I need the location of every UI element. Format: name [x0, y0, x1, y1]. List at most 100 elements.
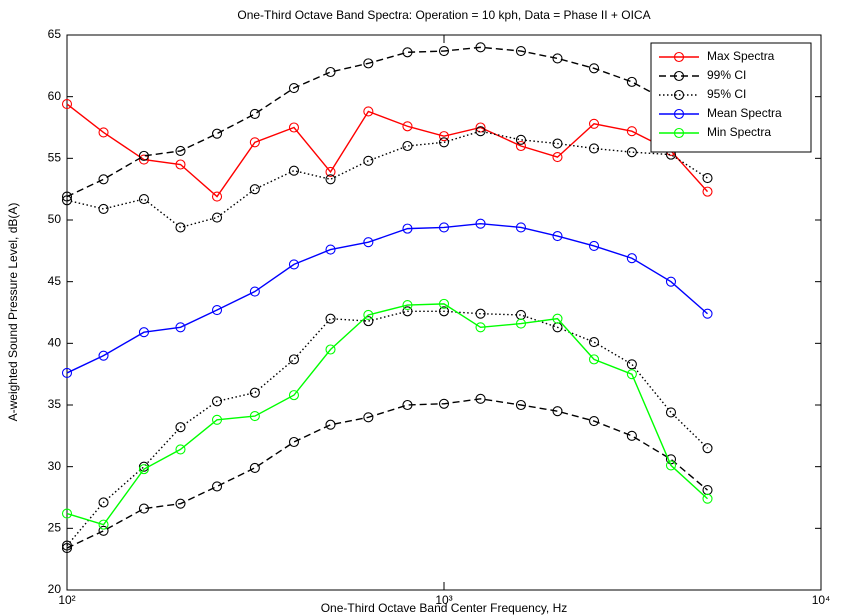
data-point: [61, 543, 73, 554]
data-point: [626, 359, 637, 370]
y-tick-label: 55: [48, 151, 62, 165]
data-point: [211, 191, 223, 202]
y-tick-label: 25: [48, 521, 62, 535]
data-point: [249, 137, 260, 148]
data-point: [702, 308, 713, 319]
data-point: [475, 393, 486, 404]
series-line: [66, 398, 708, 549]
y-tick-label: 45: [48, 274, 62, 288]
chart-title: One-Third Octave Band Spectra: Operation…: [237, 8, 650, 22]
data-point: [626, 126, 637, 137]
data-point: [61, 367, 73, 378]
data-point: [588, 354, 600, 365]
data-point: [475, 42, 486, 53]
data-point: [626, 253, 637, 264]
data-point: [438, 298, 450, 309]
legend-marker: [673, 127, 685, 139]
data-point: [363, 58, 374, 69]
data-point: [402, 399, 413, 411]
data-point: [702, 186, 713, 197]
data-point: [702, 493, 713, 504]
data-point: [288, 82, 300, 94]
y-tick-label: 35: [48, 397, 62, 411]
data-point: [211, 414, 223, 425]
data-point: [552, 230, 563, 242]
data-point: [588, 118, 600, 129]
y-tick-label: 30: [48, 459, 62, 473]
data-point: [515, 309, 527, 321]
y-tick-label: 40: [48, 336, 62, 350]
data-point: [249, 108, 260, 119]
data-point: [249, 462, 260, 473]
data-point: [249, 387, 260, 398]
data-point: [402, 300, 413, 311]
data-point: [665, 407, 677, 418]
data-point: [325, 166, 336, 177]
data-point: [61, 508, 73, 519]
data-point: [138, 464, 150, 475]
data-point: [588, 337, 600, 348]
data-point: [325, 419, 336, 430]
data-point: [138, 154, 150, 165]
data-point: [211, 212, 223, 223]
data-point: [138, 327, 150, 338]
y-tick-label: 50: [48, 212, 62, 226]
data-point: [211, 128, 223, 139]
data-point: [438, 306, 450, 317]
legend-marker: [673, 51, 685, 63]
data-point: [325, 344, 336, 355]
data-point: [363, 155, 374, 166]
x-tick-label: 10³: [435, 593, 452, 607]
data-point: [475, 308, 486, 319]
data-point: [588, 63, 600, 74]
data-point: [61, 195, 73, 206]
x-tick-label: 10⁴: [812, 593, 831, 607]
data-point: [588, 240, 600, 251]
data-point: [626, 430, 637, 441]
data-point: [138, 150, 150, 161]
data-point: [98, 519, 109, 530]
data-point: [288, 122, 300, 133]
legend-marker: [673, 89, 685, 101]
data-point: [98, 127, 109, 138]
y-tick-label: 20: [48, 582, 62, 596]
data-point: [175, 159, 186, 170]
series-line: [66, 310, 709, 547]
data-point: [288, 390, 300, 401]
data-point: [515, 222, 527, 233]
data-point: [138, 193, 150, 205]
data-point: [515, 140, 527, 152]
data-point: [138, 503, 150, 514]
data-point: [363, 309, 374, 321]
data-point: [475, 322, 486, 333]
legend-label: Mean Spectra: [707, 106, 782, 120]
data-point: [515, 318, 527, 329]
y-tick-label: 65: [48, 27, 62, 41]
data-point: [438, 45, 450, 57]
series-line: [66, 130, 708, 229]
data-point: [402, 223, 413, 234]
data-point: [175, 145, 186, 156]
data-point: [588, 415, 600, 427]
data-point: [475, 218, 486, 229]
data-point: [211, 481, 223, 492]
legend-label: Min Spectra: [707, 125, 771, 139]
data-point: [626, 76, 637, 87]
data-point: [175, 422, 186, 433]
data-point: [288, 436, 300, 448]
series-line: [66, 103, 709, 198]
data-point: [588, 143, 600, 154]
data-point: [702, 173, 713, 184]
data-point: [515, 399, 527, 411]
data-point: [363, 106, 374, 117]
data-point: [626, 147, 637, 158]
legend-label: Max Spectra: [707, 49, 775, 63]
data-point: [402, 306, 413, 317]
data-point: [325, 244, 336, 255]
data-point: [61, 191, 73, 202]
data-point: [325, 66, 336, 78]
data-point: [288, 259, 300, 270]
data-point: [325, 174, 336, 185]
data-point: [515, 134, 527, 145]
